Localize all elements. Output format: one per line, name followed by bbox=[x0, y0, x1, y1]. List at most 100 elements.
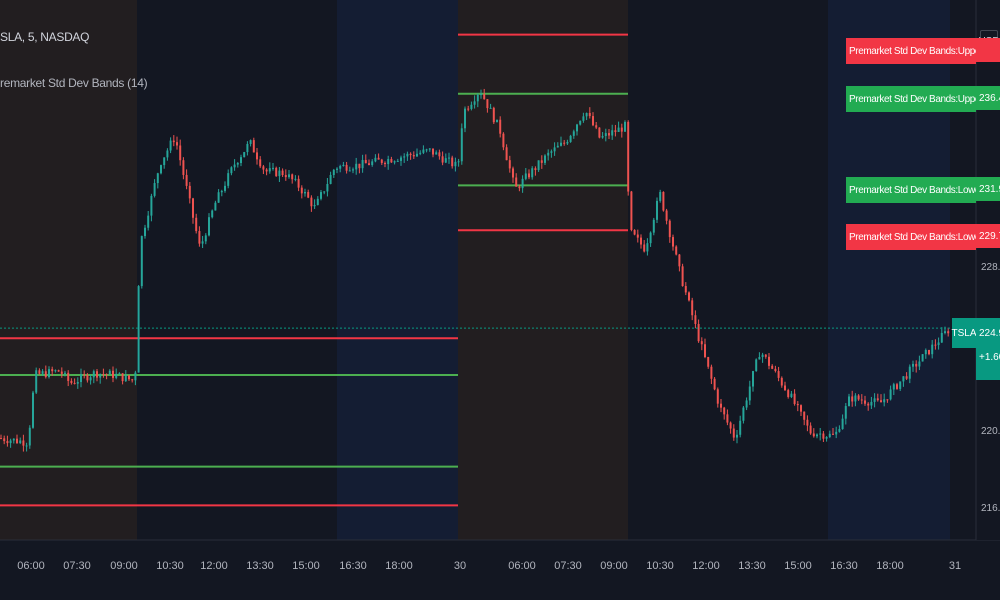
candle-body bbox=[726, 414, 729, 423]
candle-body bbox=[422, 149, 425, 153]
candle-body bbox=[755, 359, 758, 372]
candle-body bbox=[390, 159, 393, 163]
candle-body bbox=[243, 152, 246, 158]
candle-body bbox=[393, 161, 396, 163]
candle-body bbox=[355, 163, 358, 170]
candle-body bbox=[156, 173, 159, 184]
candle-body bbox=[323, 191, 326, 193]
candle-body bbox=[115, 373, 118, 378]
candle-body bbox=[406, 153, 409, 157]
candle-body bbox=[748, 386, 751, 401]
candle-body bbox=[428, 148, 431, 150]
indicator-legend[interactable]: remarket Std Dev Bands (14) bbox=[0, 76, 148, 90]
candle-body bbox=[832, 433, 834, 435]
candle-body bbox=[739, 420, 742, 435]
candle-body bbox=[579, 120, 582, 125]
candle-body bbox=[630, 191, 633, 230]
candle-body bbox=[320, 192, 322, 199]
candle-body bbox=[646, 243, 649, 252]
candle-body bbox=[281, 170, 284, 176]
price-tick-label: 228.00 bbox=[981, 262, 1000, 273]
candle-body bbox=[569, 135, 572, 142]
candle-body bbox=[384, 162, 386, 165]
candle-body bbox=[780, 377, 783, 386]
candle-body bbox=[128, 375, 130, 380]
candle-body bbox=[697, 323, 700, 342]
candle-body bbox=[931, 344, 934, 355]
session-premarket-bg bbox=[458, 0, 628, 540]
time-tick-label: 15:00 bbox=[292, 560, 320, 572]
candle-body bbox=[864, 400, 866, 404]
candle-body bbox=[614, 130, 617, 132]
candle-body bbox=[313, 204, 316, 207]
candle-body bbox=[195, 217, 198, 232]
candle-body bbox=[531, 168, 534, 178]
candle-body bbox=[102, 373, 105, 375]
candle-body bbox=[534, 168, 537, 171]
candle-body bbox=[227, 173, 230, 186]
candle-body bbox=[150, 195, 153, 216]
candle-body bbox=[352, 169, 354, 171]
candle-body bbox=[848, 396, 850, 407]
lower-1-std-dev-tag: Premarket Std Dev Bands:Lower 1 Std Dev bbox=[846, 177, 976, 203]
candle-body bbox=[518, 186, 521, 189]
candle-body bbox=[121, 373, 124, 382]
candle-body bbox=[867, 403, 870, 406]
candle-body bbox=[528, 173, 530, 178]
candle-body bbox=[521, 178, 524, 189]
upper-2-std-dev-tag: Premarket Std Dev Bands:Upper 2 Std Dev bbox=[846, 38, 976, 64]
candle-body bbox=[217, 192, 220, 203]
candle-body bbox=[48, 369, 50, 378]
candle-body bbox=[483, 94, 486, 100]
candle-body bbox=[214, 202, 217, 211]
lower-1-std-dev-price: 231.9 bbox=[976, 177, 1000, 201]
candle-body bbox=[883, 399, 886, 403]
candle-body bbox=[643, 244, 646, 252]
candle-body bbox=[512, 168, 514, 178]
candle-body bbox=[515, 177, 518, 187]
candle-body bbox=[505, 147, 508, 161]
candle-body bbox=[665, 210, 668, 221]
candle-body bbox=[611, 130, 614, 136]
candle-body bbox=[668, 220, 671, 238]
candle-body bbox=[806, 419, 809, 426]
candle-body bbox=[700, 341, 703, 345]
candle-body bbox=[892, 384, 895, 390]
candle-body bbox=[169, 140, 172, 151]
candle-body bbox=[86, 375, 89, 381]
candle-body bbox=[716, 389, 719, 404]
candle-body bbox=[25, 445, 28, 447]
candle-body bbox=[224, 185, 226, 191]
candle-body bbox=[940, 332, 943, 343]
candle-body bbox=[230, 167, 233, 174]
time-tick-label: 09:00 bbox=[110, 560, 138, 572]
candle-body bbox=[649, 232, 652, 244]
price-tick-label: 220.00 bbox=[981, 426, 1000, 437]
candle-body bbox=[80, 374, 82, 383]
candle-body bbox=[777, 371, 780, 378]
candle-body bbox=[435, 152, 438, 155]
candle-body bbox=[112, 370, 114, 378]
candle-body bbox=[720, 403, 722, 408]
candle-body bbox=[678, 254, 681, 267]
candle-body bbox=[160, 165, 162, 174]
candle-body bbox=[793, 393, 796, 404]
candle-body bbox=[403, 156, 406, 158]
last-price-box: 224.9 +1.60 bbox=[976, 318, 1000, 380]
candle-body bbox=[54, 370, 57, 372]
candle-body bbox=[784, 385, 786, 391]
candle-body bbox=[912, 363, 914, 367]
candle-body bbox=[105, 374, 108, 376]
candle-body bbox=[560, 142, 562, 146]
candle-body bbox=[796, 403, 799, 406]
time-tick-label: 18:00 bbox=[385, 560, 413, 572]
candle-body bbox=[176, 142, 178, 146]
candle-body bbox=[339, 166, 342, 169]
candle-body bbox=[835, 431, 838, 435]
candle-body bbox=[768, 356, 770, 366]
price-tick-label: 216.00 bbox=[981, 503, 1000, 514]
symbol-legend[interactable]: SLA, 5, NASDAQ bbox=[0, 30, 90, 44]
candle-body bbox=[604, 133, 607, 137]
candle-body bbox=[908, 366, 911, 379]
